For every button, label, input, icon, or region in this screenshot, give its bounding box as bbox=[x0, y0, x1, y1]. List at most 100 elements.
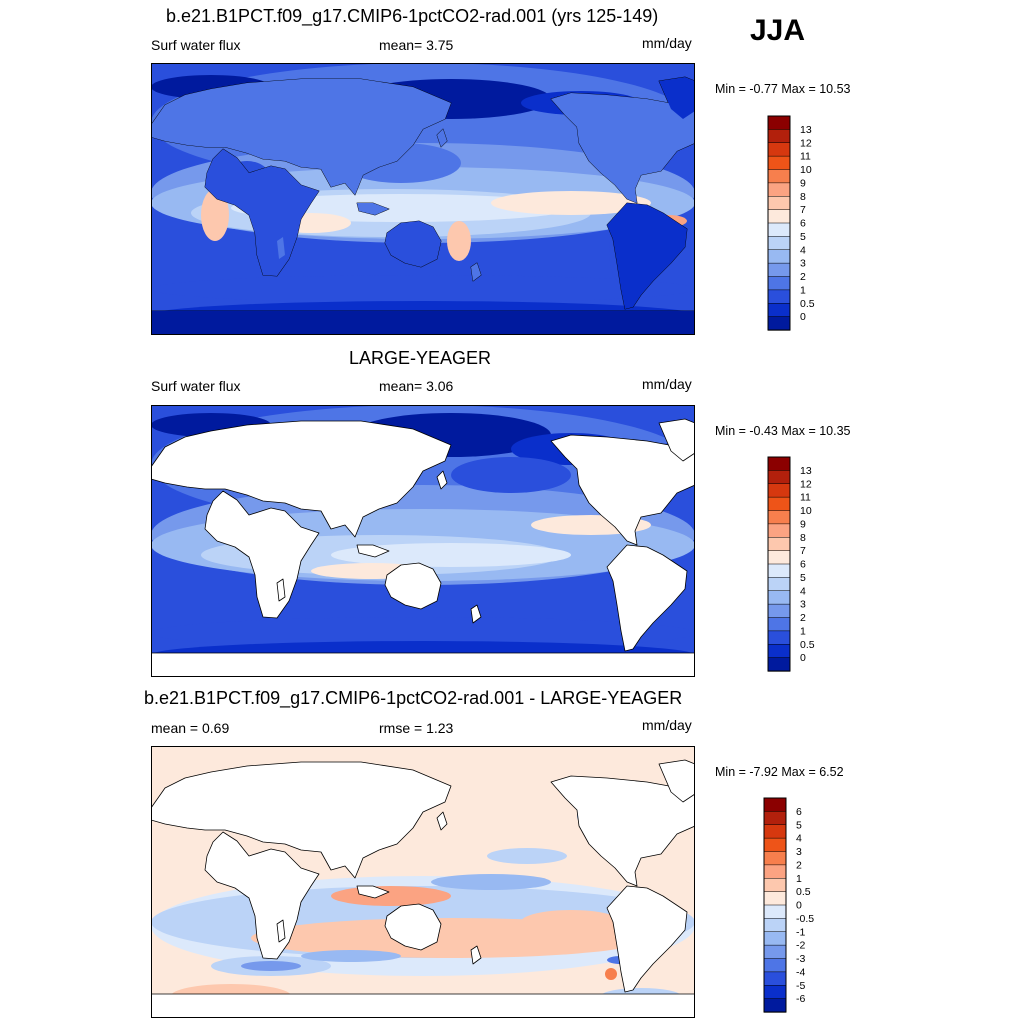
colorbar-swatch bbox=[763, 931, 787, 946]
coastline-nz bbox=[470, 945, 482, 965]
colorbar-swatch bbox=[767, 510, 791, 525]
coastline-australia bbox=[384, 562, 442, 610]
panel3-minmax-label: Min = -7.92 Max = 6.52 bbox=[715, 765, 844, 779]
coastline-antarctica bbox=[151, 652, 695, 677]
colorbar-tick-label: 6 bbox=[800, 218, 806, 230]
contour-fill-region bbox=[151, 617, 695, 649]
colorbar-swatch bbox=[767, 603, 791, 619]
colorbar-tick-label: 9 bbox=[800, 518, 806, 530]
colorbar-tick-label: 13 bbox=[800, 465, 812, 477]
coastline-nz bbox=[470, 604, 482, 624]
panel3-mean-label: mean = 0.69 bbox=[151, 720, 230, 736]
colorbar-tick-label: 5 bbox=[796, 819, 802, 831]
colorbar-swatch bbox=[763, 958, 787, 973]
colorbar-swatch bbox=[767, 456, 791, 472]
colorbar-tick-label: 0.5 bbox=[800, 639, 815, 651]
colorbar-swatch bbox=[767, 617, 791, 632]
colorbar-swatch bbox=[763, 878, 787, 893]
colorbar-tick-label: 3 bbox=[800, 599, 806, 611]
colorbar-swatch bbox=[767, 236, 791, 251]
colorbar-swatch bbox=[767, 182, 791, 197]
colorbar-swatch bbox=[763, 837, 787, 853]
land-fill-indonesia bbox=[357, 203, 389, 215]
colorbar-swatch bbox=[767, 470, 791, 485]
coastline-greenland bbox=[658, 418, 695, 462]
colorbar-tick-label: -2 bbox=[796, 940, 805, 952]
colorbar-swatch bbox=[767, 590, 791, 605]
colorbar-tick-label: 3 bbox=[800, 258, 806, 270]
coastline-eurasia bbox=[151, 761, 452, 879]
colorbar-swatch bbox=[763, 891, 787, 906]
colorbar-swatch bbox=[763, 824, 787, 839]
colorbar-tick-label: 7 bbox=[800, 204, 806, 216]
panel1-title: b.e21.B1PCT.f09_g17.CMIP6-1pctCO2-rad.00… bbox=[166, 6, 659, 26]
colorbar-swatch bbox=[767, 496, 791, 512]
colorbar-tick-label: 2 bbox=[800, 612, 806, 624]
colorbar-tick-label: 1 bbox=[796, 873, 802, 885]
colorbar-tick-label: 8 bbox=[800, 532, 806, 544]
map-frame bbox=[151, 405, 695, 677]
coastline-indonesia bbox=[356, 544, 390, 558]
colorbar-tick-label: 1 bbox=[800, 284, 806, 296]
colorbar-swatch bbox=[767, 222, 791, 238]
colorbar-tick-label: 0 bbox=[800, 311, 806, 323]
colorbar-swatch bbox=[767, 129, 791, 144]
colorbar-tick-label: 12 bbox=[800, 478, 812, 490]
colorbar-swatch bbox=[763, 985, 787, 1000]
colorbar-swatch bbox=[767, 483, 791, 498]
colorbar-tick-label: 9 bbox=[800, 177, 806, 189]
colorbar-tick-label: -6 bbox=[796, 993, 805, 1005]
coastline-madagascar bbox=[276, 919, 286, 943]
contour-fill-region bbox=[521, 910, 621, 934]
panel3-rmse-label: rmse = 1.23 bbox=[379, 720, 454, 736]
panel2-map bbox=[151, 405, 695, 677]
colorbar-tick-label: 4 bbox=[796, 833, 802, 845]
colorbar-swatch bbox=[767, 209, 791, 224]
land-fill-madagascar bbox=[277, 237, 285, 259]
land-fill-greenland bbox=[659, 77, 695, 119]
contour-fill-region bbox=[487, 848, 567, 864]
land-fill-japan bbox=[437, 129, 447, 147]
contour-fill-region bbox=[331, 886, 451, 906]
colorbar-swatch bbox=[763, 918, 787, 933]
contour-fill-region bbox=[301, 950, 401, 962]
map-frame bbox=[151, 746, 695, 1018]
panel1-units-label: mm/day bbox=[642, 35, 692, 51]
colorbar-swatch bbox=[767, 262, 791, 278]
contour-fill-region bbox=[491, 191, 651, 215]
contour-fill-region bbox=[605, 968, 617, 980]
panel1-mean-label: mean= 3.75 bbox=[379, 37, 454, 53]
colorbar-tick-label: 6 bbox=[796, 806, 802, 818]
land-fill-africa bbox=[205, 149, 319, 276]
panel3-colorbar: 65 432 10.5 0-0.5-1 -2-3-4 -5-6 bbox=[763, 797, 814, 1013]
land-fill-s-america bbox=[607, 203, 687, 309]
panel1-minmax-label: Min = -0.77 Max = 10.53 bbox=[715, 82, 851, 96]
colorbar-swatch bbox=[763, 797, 787, 813]
colorbar-swatch bbox=[763, 998, 787, 1013]
coastline-africa bbox=[204, 490, 320, 619]
colorbar-swatch bbox=[767, 249, 791, 264]
coastline-antarctica bbox=[151, 993, 695, 1018]
coastline-africa bbox=[204, 831, 320, 960]
panel1-variable-label: Surf water flux bbox=[151, 37, 241, 53]
colorbar-swatch bbox=[767, 550, 791, 565]
colorbar-swatch bbox=[767, 115, 791, 131]
contour-fill-region bbox=[241, 961, 301, 971]
colorbar-tick-label: 0 bbox=[796, 900, 802, 912]
colorbar-tick-label: 5 bbox=[800, 231, 806, 243]
colorbar-tick-label: -0.5 bbox=[796, 913, 814, 925]
colorbar-swatch bbox=[767, 523, 791, 538]
colorbar-tick-label: 4 bbox=[800, 585, 806, 597]
panel1-map bbox=[151, 63, 695, 335]
colorbar-swatch bbox=[767, 289, 791, 304]
colorbar-tick-label: 0 bbox=[800, 652, 806, 664]
colorbar-swatch bbox=[767, 142, 791, 157]
colorbar-swatch bbox=[763, 944, 787, 960]
colorbar-tick-label: 11 bbox=[800, 151, 811, 163]
land-fill-eurasia bbox=[151, 79, 451, 195]
colorbar-tick-label: 4 bbox=[800, 244, 806, 256]
colorbar-tick-label: 13 bbox=[800, 124, 812, 136]
season-label: JJA bbox=[750, 14, 806, 47]
colorbar-tick-label: 0.5 bbox=[796, 886, 811, 898]
